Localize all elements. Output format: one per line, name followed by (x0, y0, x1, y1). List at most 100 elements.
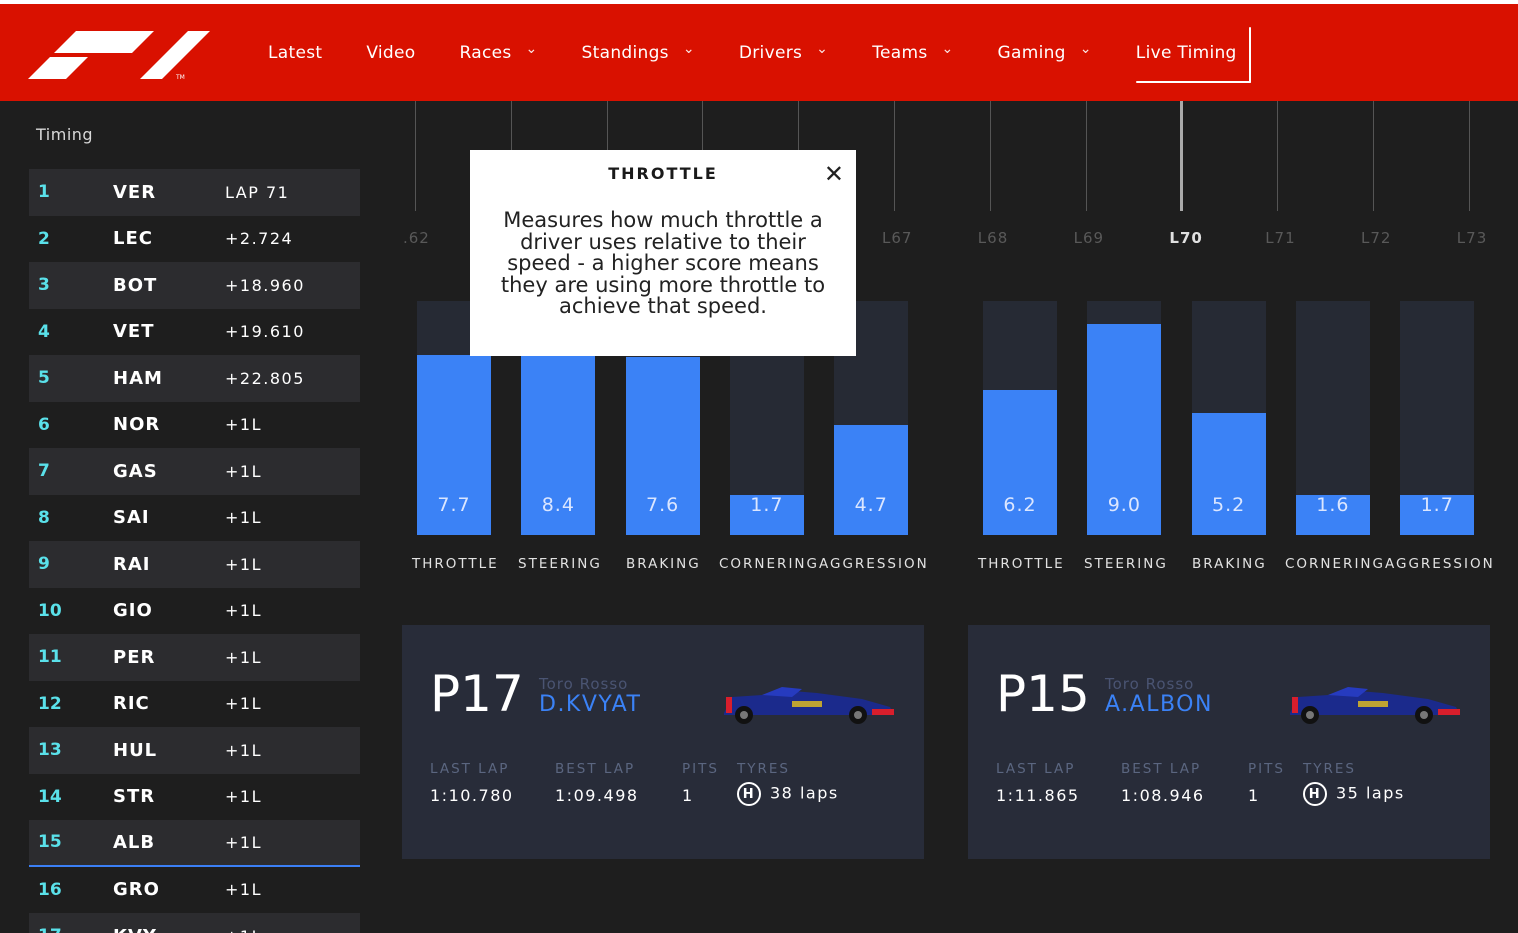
timing-row[interactable]: 13 HUL +1L (29, 727, 360, 774)
top-nav-bar: TM Latest Video Races ⌄ Standings ⌄ Drivers ⌄ Te… (0, 4, 1518, 101)
driver-code: GIO (113, 600, 153, 622)
gap-value: +1L (225, 694, 262, 714)
bar-aggression[interactable]: 1.7 (1400, 301, 1475, 535)
nav-item-teams[interactable]: Teams ⌄ (872, 41, 953, 63)
nav-item-latest[interactable]: Latest (268, 43, 322, 63)
driver-position: P15 (996, 665, 1090, 723)
driver-card[interactable]: P17 Toro Rosso D.KVYAT LAST LAP 1:10.780 BEST… (402, 625, 924, 859)
bar-category-label: THROTTLE (412, 556, 499, 572)
nav-item-label: Live Timing (1135, 42, 1237, 63)
position-number: 9 (38, 554, 50, 575)
lap-tick (894, 101, 895, 211)
lap-label[interactable]: L69 (1073, 229, 1105, 247)
timing-row[interactable]: 16 GRO +1L (29, 867, 360, 914)
position-number: 6 (38, 414, 50, 435)
tyres-value: H 35 laps (1303, 782, 1405, 806)
nav-item-live-timing[interactable]: Live Timing (1135, 26, 1251, 83)
nav-item-video[interactable]: Video (366, 43, 415, 63)
lap-label[interactable]: L73 (1456, 229, 1488, 247)
position-number: 1 (38, 182, 50, 203)
nav-item-label: Drivers (738, 42, 803, 63)
nav-item-races[interactable]: Races ⌄ (459, 41, 537, 63)
timing-row[interactable]: 5 HAM +22.805 (29, 355, 360, 402)
driver-code: PER (113, 646, 156, 668)
pits-label: PITS (1248, 761, 1285, 777)
timing-row[interactable]: 17KVY+1L (29, 913, 360, 933)
lap-tick (1085, 101, 1087, 211)
car-image (1290, 687, 1460, 724)
car-image (724, 687, 894, 724)
bar-throttle[interactable]: 7.7 (417, 301, 491, 535)
timing-row[interactable]: 12 RIC +1L (29, 681, 360, 728)
tyre-laps: 35 laps (1336, 783, 1405, 803)
modal-body: Measures how much throttle a driver uses… (500, 208, 826, 318)
bar-category-label: AGGRESSION (819, 556, 929, 572)
position-number: 8 (38, 507, 50, 528)
bar-braking[interactable]: 5.2 (1191, 301, 1266, 535)
bar-cornering[interactable]: 1.6 (1295, 301, 1370, 535)
nav-item-label: Latest (268, 42, 323, 63)
driver-code: HUL (113, 739, 158, 761)
bar-value: 1.6 (1316, 494, 1350, 516)
timing-row[interactable]: 7 GAS +1L (29, 448, 360, 495)
nav-item-standings[interactable]: Standings ⌄ (581, 41, 695, 63)
bar-fill (983, 389, 1057, 535)
gap-value: +1L (225, 647, 262, 667)
driver-code: VER (113, 181, 157, 203)
timing-row[interactable]: 14 STR +1L (29, 774, 360, 821)
lap-label[interactable]: L71 (1265, 229, 1296, 247)
driver-code: HAM (113, 367, 163, 389)
lap-label[interactable]: L67 (882, 229, 913, 247)
nav-item-label: Standings (581, 42, 669, 63)
lap-tick (415, 101, 416, 211)
nav-item-label: Gaming (997, 42, 1066, 63)
lap-tick (1180, 101, 1184, 211)
timing-row[interactable]: 11 PER +1L (29, 634, 360, 681)
timing-row[interactable]: 15 ALB +1L (29, 820, 360, 867)
hard-tyre-icon: H (737, 782, 761, 806)
nav-item-drivers[interactable]: Drivers ⌄ (738, 41, 828, 63)
driver-code: ALB (113, 831, 156, 853)
bar-fill (1191, 413, 1266, 535)
timing-row[interactable]: 4 VET +19.610 (29, 309, 360, 356)
hard-tyre-icon: H (1303, 782, 1327, 806)
bar-category-label: CORNERING (719, 556, 819, 572)
close-icon[interactable]: ✕ (823, 160, 844, 188)
bar-fill (417, 354, 491, 535)
bar-fill (1087, 324, 1162, 535)
gap-value: +22.805 (225, 368, 305, 388)
timing-list[interactable]: 1 VER LAP 71 2 LEC +2.724 3 BOT +18.960 4 VET +19.6… (29, 169, 360, 933)
bar-fill (1400, 495, 1475, 535)
timing-row[interactable]: 1 VER LAP 71 (29, 169, 360, 216)
timing-row[interactable]: 9 RAI +1L (29, 541, 360, 588)
lap-label[interactable]: L70 (1169, 229, 1203, 247)
position-number: 12 (38, 693, 62, 714)
f1-logo[interactable]: TM (28, 31, 210, 81)
nav-item-gaming[interactable]: Gaming ⌄ (997, 41, 1092, 63)
bar-throttle[interactable]: 6.2 (983, 301, 1057, 535)
bar-category-label: STEERING (518, 556, 602, 572)
nav-item-label: Video (366, 42, 416, 63)
gap-value: +1L (225, 927, 262, 933)
timing-row[interactable]: 3 BOT +18.960 (29, 262, 360, 309)
lap-label[interactable]: L72 (1361, 229, 1392, 247)
best-lap-value: 1:08.946 (1121, 786, 1205, 805)
driver-card[interactable]: P15 Toro Rosso A.ALBON LAST LAP 1:11.865 BEST… (968, 625, 1490, 859)
timing-row[interactable]: 10 GIO +1L (29, 588, 360, 635)
bar-value: 5.2 (1211, 494, 1246, 516)
last-lap-label: LAST LAP (430, 761, 510, 777)
position-number: 15 (38, 832, 62, 853)
bar-steering[interactable]: 9.0 (1087, 301, 1162, 535)
timing-row[interactable]: 6 NOR +1L (29, 402, 360, 449)
team-name: Toro Rosso (539, 675, 629, 693)
driver-code: NOR (113, 414, 161, 436)
lap-label[interactable]: .62 (403, 229, 430, 247)
bar-fill (729, 495, 804, 535)
timing-row[interactable]: 2 LEC +2.724 (29, 216, 360, 263)
lap-label[interactable]: L68 (977, 229, 1009, 247)
bar-category-label: THROTTLE (978, 556, 1065, 572)
info-modal: THROTTLE ✕ Measures how much throttle a … (470, 150, 856, 356)
position-number: 13 (38, 740, 62, 761)
bar-category-label: STEERING (1084, 556, 1168, 572)
timing-row[interactable]: 8 SAI +1L (29, 495, 360, 542)
